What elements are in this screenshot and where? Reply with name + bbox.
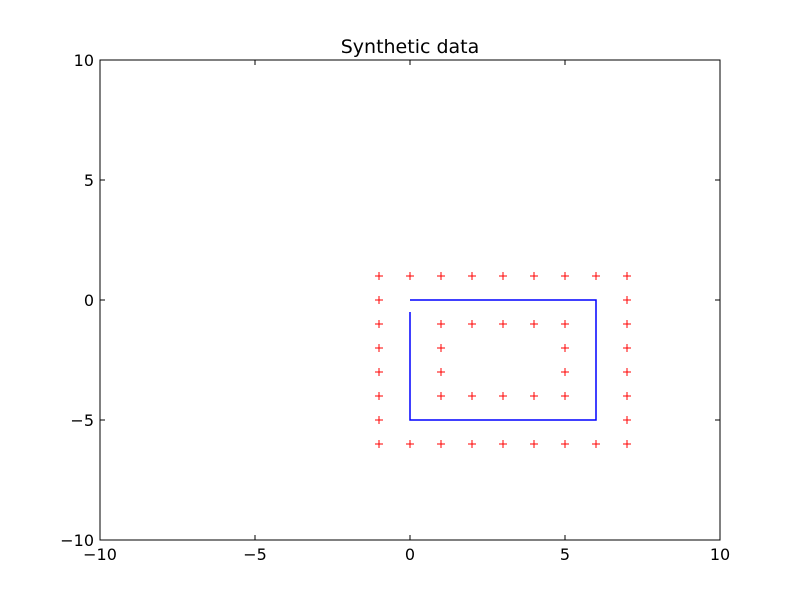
scatter-point [499,440,507,448]
scatter-point [623,296,631,304]
scatter-point [561,392,569,400]
scatter-point [623,320,631,328]
scatter-point [375,440,383,448]
plot-frame [99,59,721,541]
scatter-point [375,416,383,424]
scatter-point [437,440,445,448]
scatter-point [468,272,476,280]
scatter-point [623,416,631,424]
scatter-point [530,320,538,328]
x-tick-label: 10 [710,545,730,564]
scatter-point [530,440,538,448]
scatter-point [592,272,600,280]
x-tick-label: 5 [560,545,570,564]
series-layer [375,272,631,448]
x-tick-label: −10 [83,545,117,564]
scatter-point [437,368,445,376]
scatter-point [499,272,507,280]
scatter-point [623,440,631,448]
x-tick-label: 0 [405,545,415,564]
y-tick-label: −10 [60,531,94,550]
scatter-point [437,392,445,400]
scatter-point [375,344,383,352]
scatter-point [561,440,569,448]
scatter-point [499,320,507,328]
y-tick-label: 10 [74,51,94,70]
scatter-point [406,440,414,448]
chart-title: Synthetic data [341,36,480,58]
ticks-layer: −10 −5 0 5 10 −10 −5 0 5 10 [60,51,730,564]
scatter-point [623,392,631,400]
scatter-point [375,368,383,376]
y-tick-label: 5 [84,171,94,190]
y-tick-label: −5 [70,411,94,430]
scatter-point [375,296,383,304]
scatter-point [375,392,383,400]
scatter-point [468,320,476,328]
scatter-point [561,344,569,352]
scatter-point [530,392,538,400]
y-tick-label: 0 [84,291,94,310]
scatter-point [468,392,476,400]
x-tick-label: −5 [243,545,267,564]
scatter-point [561,320,569,328]
scatter-point [623,272,631,280]
scatter-point [561,368,569,376]
scatter-point [375,272,383,280]
scatter-point [375,320,383,328]
scatter-point [592,440,600,448]
scatter-point [437,344,445,352]
scatter-point [406,272,414,280]
scatter-point [499,392,507,400]
scatter-point [468,440,476,448]
scatter-point [623,344,631,352]
scatter-point [437,320,445,328]
scatter-point [561,272,569,280]
series-line [409,299,597,421]
scatter-point [530,272,538,280]
scatter-point [623,368,631,376]
scatter-series [375,272,631,448]
scatter-point [437,272,445,280]
